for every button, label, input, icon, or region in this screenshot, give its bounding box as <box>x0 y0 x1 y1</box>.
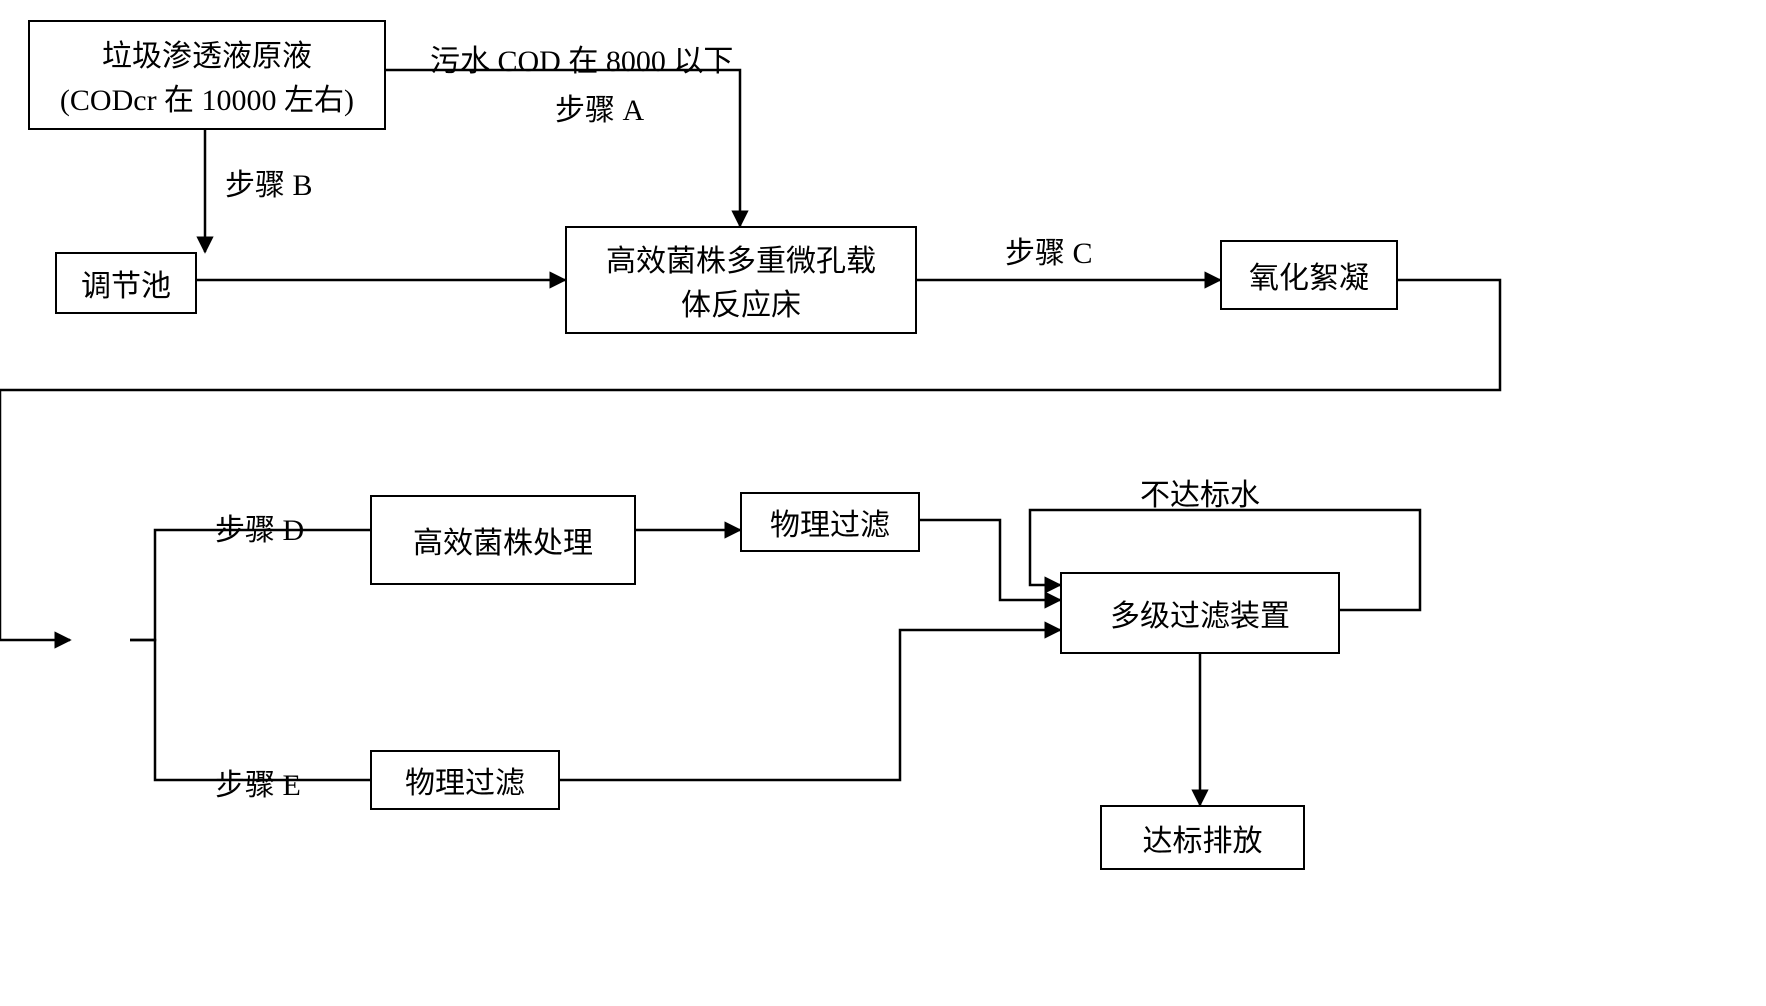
node-source-label: 垃圾渗透液原液(CODcr 在 10000 左右) <box>60 31 354 119</box>
node-source: 垃圾渗透液原液(CODcr 在 10000 左右) <box>28 20 386 130</box>
node-tank-label: 调节池 <box>81 261 171 305</box>
node-pfilter2: 物理过滤 <box>370 750 560 810</box>
node-reactor-label: 高效菌株多重微孔载体反应床 <box>606 236 876 324</box>
label-fail: 不达标水 <box>1140 470 1260 514</box>
label-condA: 污水 COD 在 8000 以下 <box>430 36 733 80</box>
node-strain: 高效菌株处理 <box>370 495 636 585</box>
node-pfilter2-label: 物理过滤 <box>405 758 525 802</box>
node-pfilter1: 物理过滤 <box>740 492 920 552</box>
label-stepC: 步骤 C <box>1005 228 1093 272</box>
node-discharge-label: 达标排放 <box>1143 816 1263 860</box>
edge-pf1-to-multi <box>920 520 1060 600</box>
label-stepB: 步骤 B <box>225 160 313 204</box>
label-stepE: 步骤 E <box>215 760 301 804</box>
node-reactor: 高效菌株多重微孔载体反应床 <box>565 226 917 334</box>
node-multi: 多级过滤装置 <box>1060 572 1340 654</box>
node-pfilter1-label: 物理过滤 <box>770 500 890 544</box>
node-tank: 调节池 <box>55 252 197 314</box>
label-stepD: 步骤 D <box>215 505 304 549</box>
node-multi-label: 多级过滤装置 <box>1110 591 1290 635</box>
edge-brace-top <box>130 530 190 640</box>
edge-brace-bot <box>130 640 190 780</box>
edge-pf2-to-multi <box>560 630 1060 780</box>
node-strain-label: 高效菌株处理 <box>413 518 593 562</box>
node-discharge: 达标排放 <box>1100 805 1305 870</box>
node-oxflocc: 氧化絮凝 <box>1220 240 1398 310</box>
label-stepA: 步骤 A <box>555 85 644 129</box>
node-oxflocc-label: 氧化絮凝 <box>1249 253 1369 297</box>
